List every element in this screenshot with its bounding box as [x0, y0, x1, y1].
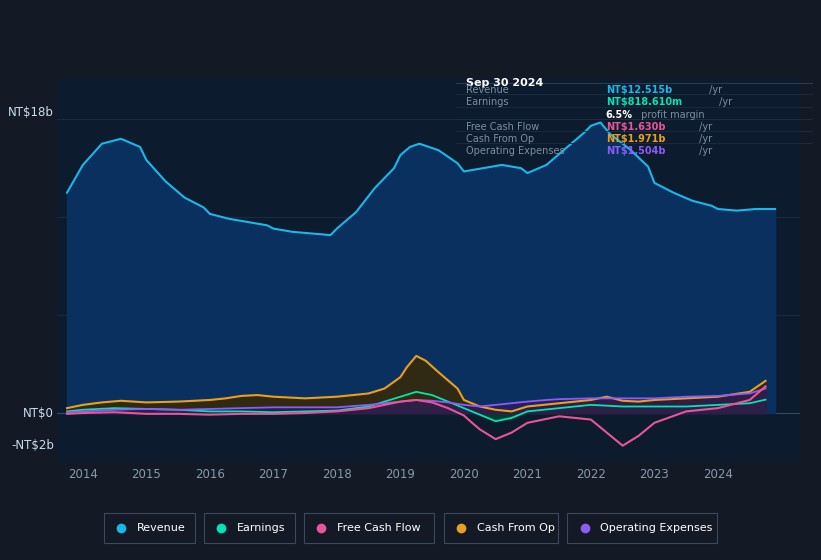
Text: /yr: /yr	[716, 97, 732, 108]
Text: Operating Expenses: Operating Expenses	[466, 146, 565, 156]
Text: 6.5%: 6.5%	[606, 110, 633, 120]
FancyBboxPatch shape	[304, 512, 434, 543]
Text: NT$1.504b: NT$1.504b	[606, 146, 665, 156]
Text: Sep 30 2024: Sep 30 2024	[466, 78, 544, 88]
FancyBboxPatch shape	[567, 512, 717, 543]
Text: Earnings: Earnings	[237, 523, 286, 533]
Text: Cash From Op: Cash From Op	[477, 523, 554, 533]
FancyBboxPatch shape	[104, 512, 195, 543]
Text: Free Cash Flow: Free Cash Flow	[337, 523, 421, 533]
Text: NT$1.971b: NT$1.971b	[606, 134, 665, 144]
Text: NT$0: NT$0	[23, 407, 53, 419]
Text: /yr: /yr	[695, 146, 712, 156]
Text: /yr: /yr	[695, 134, 712, 144]
Text: Operating Expenses: Operating Expenses	[600, 523, 713, 533]
FancyBboxPatch shape	[443, 512, 558, 543]
Text: NT$18b: NT$18b	[8, 106, 53, 119]
Text: NT$12.515b: NT$12.515b	[606, 85, 672, 95]
Text: profit margin: profit margin	[638, 110, 704, 120]
Text: Free Cash Flow: Free Cash Flow	[466, 122, 539, 132]
Text: /yr: /yr	[706, 85, 722, 95]
Text: Revenue: Revenue	[466, 85, 509, 95]
Text: NT$1.630b: NT$1.630b	[606, 122, 665, 132]
Text: Earnings: Earnings	[466, 97, 509, 108]
Text: Cash From Op: Cash From Op	[466, 134, 534, 144]
Text: NT$818.610m: NT$818.610m	[606, 97, 681, 108]
Text: -NT$2b: -NT$2b	[11, 439, 53, 452]
Text: /yr: /yr	[695, 122, 712, 132]
Text: Revenue: Revenue	[137, 523, 186, 533]
FancyBboxPatch shape	[204, 512, 295, 543]
